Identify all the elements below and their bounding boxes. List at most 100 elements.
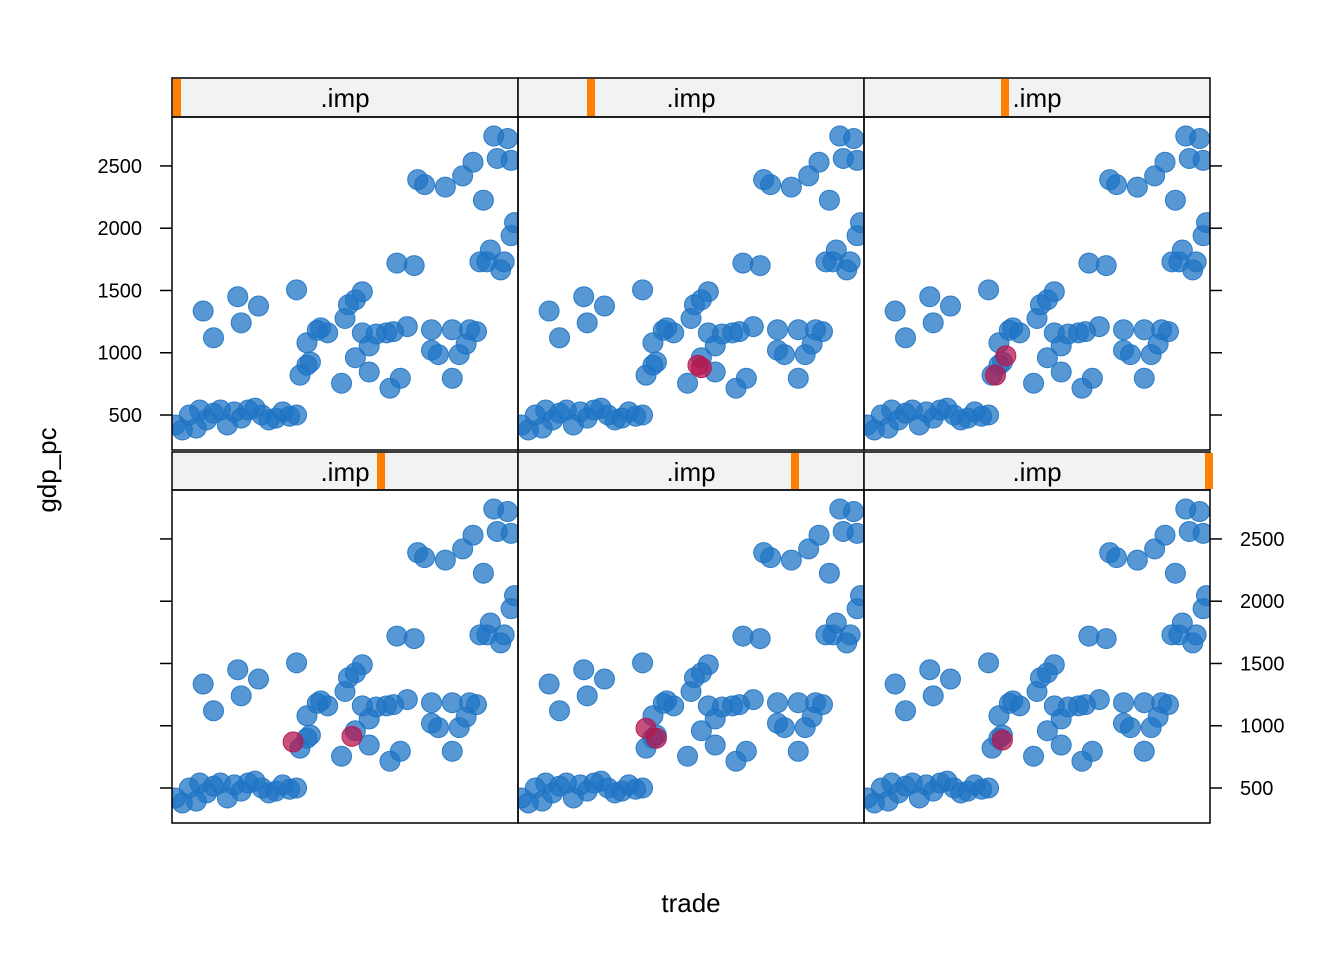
observed-point xyxy=(697,281,719,303)
observed-point xyxy=(1009,695,1031,717)
imputed-point xyxy=(984,364,1006,386)
panel-border xyxy=(863,489,1211,824)
panel-points xyxy=(172,498,518,814)
strip xyxy=(863,451,1211,491)
observed-point xyxy=(421,319,442,341)
observed-point xyxy=(1023,372,1045,394)
imputed-point xyxy=(282,731,304,753)
strip-marker xyxy=(791,453,799,489)
observed-point xyxy=(472,189,494,211)
imputed-point xyxy=(341,725,363,747)
observed-point xyxy=(1119,344,1141,366)
observed-point xyxy=(344,347,366,369)
observed-point xyxy=(690,720,712,742)
observed-point xyxy=(742,316,764,338)
observed-point xyxy=(427,717,449,739)
observed-point xyxy=(1043,654,1065,676)
observed-point xyxy=(358,361,380,383)
observed-point xyxy=(1081,367,1103,389)
observed-point xyxy=(594,295,615,317)
observed-point xyxy=(497,501,518,523)
observed-point xyxy=(811,694,833,716)
panel-points xyxy=(864,498,1210,814)
observed-point xyxy=(192,300,214,322)
observed-point xyxy=(677,745,699,767)
observed-point xyxy=(573,659,595,681)
observed-point xyxy=(818,189,840,211)
y-tick-label: 2000 xyxy=(1240,591,1285,613)
observed-point xyxy=(549,700,571,722)
observed-point xyxy=(441,740,463,762)
observed-point xyxy=(760,547,782,569)
observed-point xyxy=(787,367,809,389)
observed-point xyxy=(396,689,418,711)
observed-point xyxy=(1078,625,1100,647)
observed-point xyxy=(1164,562,1186,584)
y-tick-label: 1000 xyxy=(1240,716,1285,738)
observed-point xyxy=(735,740,757,762)
observed-point xyxy=(389,740,411,762)
panel-points xyxy=(518,498,864,814)
observed-point xyxy=(299,351,321,373)
observed-point xyxy=(230,312,252,334)
observed-point xyxy=(493,624,515,646)
panel-points xyxy=(518,125,864,441)
observed-point xyxy=(286,279,308,301)
strip-label: .imp xyxy=(666,457,715,487)
observed-point xyxy=(742,689,764,711)
observed-point xyxy=(331,745,353,767)
observed-point xyxy=(787,740,809,762)
observed-point xyxy=(978,777,1000,799)
observed-point xyxy=(1171,239,1193,261)
observed-point xyxy=(895,327,917,349)
observed-point xyxy=(1196,212,1210,234)
y-tick-label: 1500 xyxy=(98,280,143,302)
y-axis-label: gdp_pc xyxy=(32,427,62,512)
observed-point xyxy=(1185,624,1207,646)
observed-point xyxy=(818,562,840,584)
strip-label: .imp xyxy=(1012,457,1061,487)
observed-point xyxy=(1095,628,1117,650)
observed-point xyxy=(403,628,425,650)
observed-point xyxy=(331,372,353,394)
observed-point xyxy=(493,251,515,273)
observed-point xyxy=(203,327,225,349)
strip-marker xyxy=(1205,453,1213,489)
observed-point xyxy=(773,344,795,366)
observed-point xyxy=(414,547,436,569)
y-tick-label: 500 xyxy=(109,405,142,427)
observed-point xyxy=(500,149,518,171)
observed-point xyxy=(632,404,654,426)
observed-point xyxy=(1126,176,1148,198)
observed-point xyxy=(1157,694,1179,716)
observed-point xyxy=(919,286,941,308)
observed-point xyxy=(767,319,788,341)
observed-point xyxy=(978,404,1000,426)
observed-point xyxy=(434,549,456,571)
observed-point xyxy=(538,673,560,695)
observed-point xyxy=(850,212,864,234)
observed-point xyxy=(1154,524,1176,546)
observed-point xyxy=(978,652,1000,674)
observed-point xyxy=(780,176,802,198)
y-tick-label: 2500 xyxy=(98,156,143,178)
panel-border xyxy=(863,116,1211,451)
observed-point xyxy=(573,286,595,308)
observed-point xyxy=(1154,151,1176,173)
observed-point xyxy=(1106,174,1128,196)
imputed-point xyxy=(995,345,1017,367)
strip-marker xyxy=(587,79,595,116)
observed-point xyxy=(919,659,941,681)
observed-point xyxy=(462,151,484,173)
observed-point xyxy=(317,322,339,344)
observed-point xyxy=(358,734,380,756)
observed-point xyxy=(1126,549,1148,571)
observed-point xyxy=(248,295,269,317)
observed-point xyxy=(479,239,501,261)
observed-point xyxy=(978,279,1000,301)
observed-point xyxy=(1050,734,1072,756)
observed-point xyxy=(839,251,861,273)
observed-point xyxy=(441,367,463,389)
observed-point xyxy=(1185,251,1207,273)
observed-point xyxy=(850,585,864,607)
